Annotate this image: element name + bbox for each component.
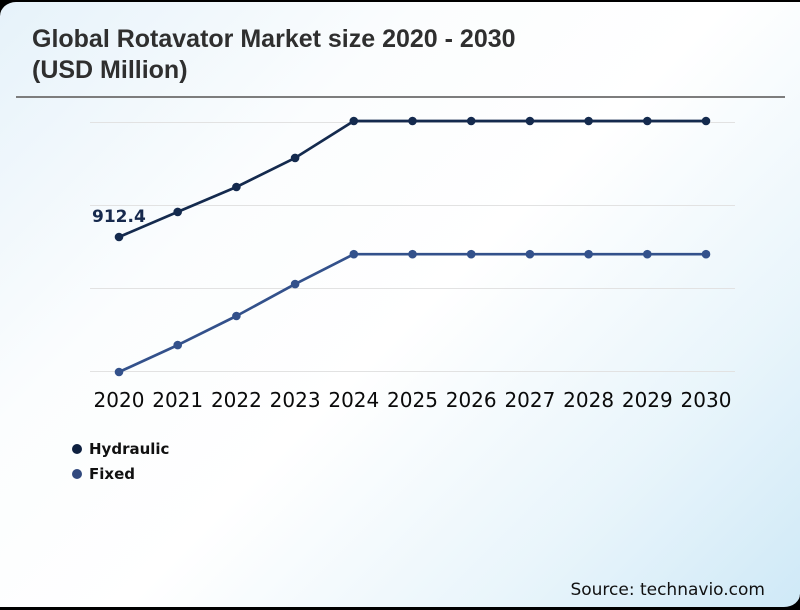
data-point[interactable] xyxy=(701,249,711,259)
legend-item-fixed[interactable]: Fixed xyxy=(72,461,169,486)
data-point[interactable] xyxy=(584,249,593,259)
x-axis-label: 2024 xyxy=(328,388,380,412)
x-axis-label: 2026 xyxy=(445,388,497,412)
data-point[interactable] xyxy=(290,153,300,163)
x-axis-label: 2023 xyxy=(269,388,321,412)
data-point[interactable] xyxy=(408,249,417,259)
data-point[interactable] xyxy=(584,116,593,126)
x-axis-label: 2021 xyxy=(152,388,204,412)
data-point[interactable] xyxy=(114,367,124,377)
data-point[interactable] xyxy=(466,116,476,126)
title-line-2: (USD Million) xyxy=(32,56,188,84)
data-point[interactable] xyxy=(114,232,124,242)
data-point[interactable] xyxy=(643,116,652,126)
data-point[interactable] xyxy=(349,249,359,259)
data-label-first-point: 912.4 xyxy=(92,207,146,227)
source-credit: Source: technavio.com xyxy=(570,580,765,600)
data-point[interactable] xyxy=(643,249,652,259)
data-point[interactable] xyxy=(173,207,182,217)
title-divider xyxy=(16,96,785,98)
title-line-1: Global Rotavator Market size 2020 - 2030 xyxy=(32,25,516,53)
x-axis-label: 2028 xyxy=(563,388,615,412)
data-point[interactable] xyxy=(232,182,241,192)
page-title: Global Rotavator Market size 2020 - 2030… xyxy=(32,24,732,86)
x-axis-label: 2020 xyxy=(93,388,145,412)
legend: Hydraulic Fixed xyxy=(72,436,169,486)
hydraulic-series-dot-icon xyxy=(72,443,82,454)
data-point[interactable] xyxy=(232,311,241,321)
x-axis-label: 2027 xyxy=(504,388,556,412)
data-point[interactable] xyxy=(525,249,535,259)
data-point[interactable] xyxy=(408,116,417,126)
x-axis-label: 2029 xyxy=(621,388,673,412)
fixed-series-dot-icon xyxy=(72,468,82,479)
legend-label: Hydraulic xyxy=(89,439,170,458)
legend-label: Fixed xyxy=(89,464,135,483)
x-axis-label: 2025 xyxy=(387,388,438,412)
x-axis-label: 2022 xyxy=(210,388,262,412)
series-line-hydraulic xyxy=(118,119,706,239)
data-point[interactable] xyxy=(173,340,182,350)
data-point[interactable] xyxy=(701,116,711,126)
data-point[interactable] xyxy=(349,116,359,126)
series-line-fixed xyxy=(118,252,706,374)
x-axis-label: 2030 xyxy=(680,388,732,412)
data-point[interactable] xyxy=(290,279,300,289)
data-point[interactable] xyxy=(525,116,535,126)
legend-item-hydraulic[interactable]: Hydraulic xyxy=(72,436,169,461)
data-point[interactable] xyxy=(466,249,476,259)
